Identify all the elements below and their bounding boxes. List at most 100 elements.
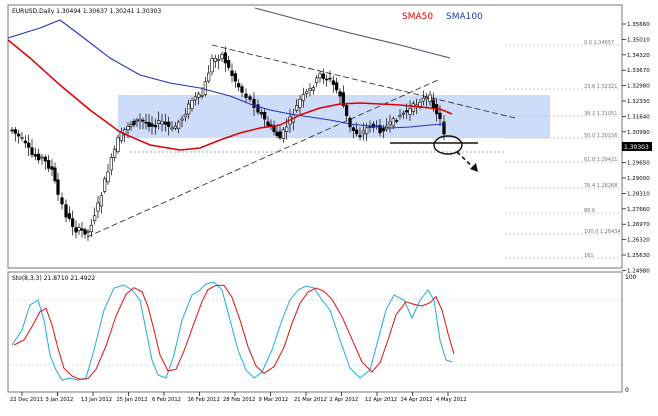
time-tick-label: 25 Jan 2012	[117, 397, 148, 403]
candle	[351, 125, 355, 139]
price-tick-label: 1.35660	[627, 22, 650, 28]
candle	[153, 118, 157, 135]
candle	[187, 99, 191, 119]
candle	[311, 85, 315, 95]
candle	[37, 148, 41, 164]
candle	[20, 131, 24, 142]
candle	[425, 92, 429, 108]
candle	[395, 118, 399, 124]
candlesticks	[10, 46, 446, 241]
candle	[401, 110, 405, 119]
candle	[183, 108, 187, 122]
stoch-d-line	[13, 284, 455, 380]
candle	[50, 159, 54, 176]
candle	[223, 46, 227, 72]
candle	[252, 91, 256, 117]
fib-level-label: 161	[584, 253, 594, 259]
candle	[315, 74, 319, 87]
time-tick-label: 21 Mar 2012	[294, 397, 327, 403]
fib-level-label: 0.0 1.34657	[584, 40, 614, 46]
time-tick-label: 28 Feb 2012	[223, 397, 255, 403]
price-tick-label: 1.32980	[627, 84, 650, 90]
sma50-line	[7, 39, 453, 151]
candle	[335, 77, 339, 94]
price-tick-label: 1.24980	[627, 268, 650, 274]
current-price-label: 1.30303	[624, 144, 649, 151]
stochastic-title: Sto(8,3,3) 21.8710 21.4922	[12, 275, 95, 282]
candle	[398, 109, 402, 120]
candle	[240, 83, 244, 98]
fib-level-label: 76.4 1.28268	[584, 183, 617, 189]
sma100-legend: SMA100	[446, 12, 483, 22]
candle	[421, 90, 425, 106]
candle	[86, 229, 90, 241]
candle	[60, 192, 64, 210]
candle	[64, 199, 68, 223]
fib-level-label: 88.6	[584, 208, 595, 214]
candle	[17, 129, 21, 144]
fib-level-label: 50.0 1.30156	[584, 133, 617, 139]
candle	[132, 118, 136, 128]
candle	[103, 176, 107, 194]
candle	[278, 126, 282, 140]
candle	[331, 75, 335, 93]
price-tick-label: 1.27660	[627, 207, 650, 213]
candle	[93, 207, 97, 225]
candle	[56, 173, 60, 202]
price-tick-label: 1.28310	[627, 191, 650, 197]
price-tick-label: 1.35010	[627, 37, 650, 43]
candle	[144, 113, 148, 130]
candle	[47, 155, 51, 172]
candle	[308, 83, 312, 97]
candle	[259, 108, 263, 118]
candle	[408, 100, 412, 122]
stoch-k-line	[11, 281, 453, 381]
time-tick-label: 16 Feb 2012	[188, 397, 220, 403]
candle	[106, 164, 110, 185]
candle	[113, 145, 117, 162]
candle	[328, 70, 332, 83]
time-tick-label: 9 Mar 2012	[259, 397, 289, 403]
price-axis: 1.35660 1.35010 1.34320 1.33670 1.32980 1.323…	[622, 22, 650, 274]
candle	[135, 117, 139, 127]
candle	[230, 63, 234, 83]
candle	[256, 99, 260, 115]
candle	[272, 120, 276, 136]
sma50-legend: SMA50	[402, 12, 433, 22]
candle	[378, 118, 382, 137]
candle	[298, 95, 302, 117]
price-tick-label: 1.29650	[627, 161, 650, 167]
fibonacci-levels: 0.0 1.34657 23.6 1.32321 38.2 1.31051 50.0 …	[505, 40, 621, 259]
candle	[99, 191, 103, 214]
candle	[129, 120, 133, 131]
price-tick-label: 1.30990	[627, 130, 650, 136]
candle	[213, 54, 217, 68]
time-tick-label: 13 Jan 2012	[81, 397, 112, 403]
time-tick-label: 2 Apr 2012	[330, 397, 359, 403]
candle	[411, 100, 415, 116]
fib-level-label: 100.0 1.26434	[584, 229, 621, 235]
candle	[77, 223, 81, 235]
price-tick-label: 1.29000	[627, 176, 650, 182]
candle	[428, 90, 432, 106]
time-tick-label: 6 Feb 2012	[152, 397, 181, 403]
price-tick-label: 1.34320	[627, 53, 650, 59]
candle	[358, 126, 362, 141]
candle	[263, 107, 267, 128]
candle	[197, 91, 201, 105]
price-tick-label: 1.26320	[627, 238, 650, 244]
candle	[180, 115, 184, 128]
stochastic-tick-0: 0	[625, 387, 629, 394]
candle	[43, 154, 47, 170]
candle	[67, 206, 71, 222]
candle	[157, 111, 161, 130]
candle	[40, 153, 44, 165]
candle	[275, 126, 279, 139]
stochastic-lines	[8, 281, 622, 381]
candle	[301, 87, 305, 108]
sma200-line	[254, 7, 451, 59]
candle	[116, 134, 120, 154]
candle	[74, 220, 78, 239]
